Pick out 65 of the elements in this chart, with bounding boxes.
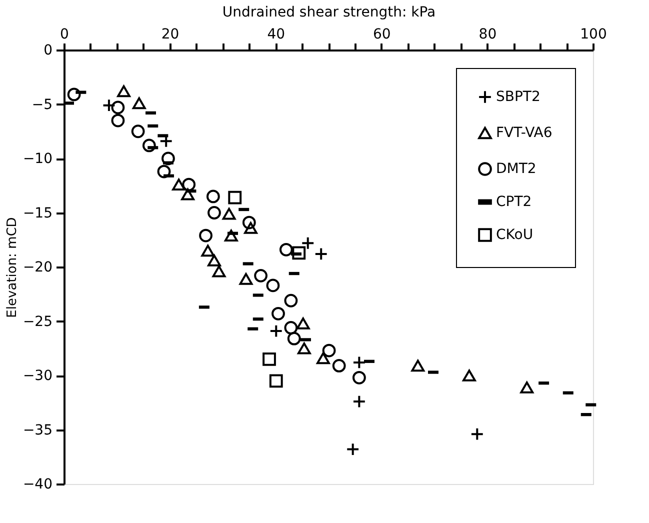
point [142,138,156,152]
legend-label: FVT-VA6 [496,125,552,141]
y-tick-label: −30 [22,368,52,384]
x-tick-label: 20 [161,26,180,42]
y-tick-label: −40 [22,476,52,492]
x-tick-label: 0 [60,26,69,42]
x-tick-label: 40 [267,26,286,42]
x-tick-label: 80 [478,26,497,42]
y-tick-label: −10 [22,151,52,167]
point [287,332,301,346]
point [208,206,221,220]
point [111,100,125,114]
point [182,178,196,192]
point [316,352,330,364]
point [212,265,226,278]
legend-label: DMT2 [496,161,536,177]
point [208,254,221,266]
point [322,344,336,358]
point [199,228,212,242]
point [296,317,310,330]
legend-label: CKoU [496,227,534,243]
point [352,370,366,384]
point [228,190,242,204]
point [131,124,145,138]
point [284,321,298,334]
point [411,360,425,372]
point [111,114,125,128]
point [157,164,171,178]
point [332,359,346,372]
point [117,85,130,98]
point [262,352,276,366]
point [272,306,285,320]
point [266,278,280,292]
point [239,273,253,285]
point [132,97,146,110]
point [172,178,186,190]
point [254,268,268,282]
y-axis-title: Elevation: mCD [4,217,20,318]
point [224,230,238,242]
y-tick-label: −20 [22,260,52,276]
point [162,152,175,166]
point [520,382,534,394]
point [181,188,194,200]
x-axis-title: Undrained shear strength: kPa [222,4,436,20]
point [67,88,81,102]
point [462,370,476,382]
legend-label: CPT2 [496,194,532,210]
point [292,246,306,260]
point [206,190,220,204]
x-tick-label: 100 [580,26,607,42]
point [284,294,298,308]
y-tick-label: −35 [22,422,52,438]
point [279,242,293,256]
y-tick-label: −5 [32,96,52,113]
x-tick-label: 60 [372,26,391,42]
y-tick-label: 0 [44,42,52,58]
y-tick-label: −15 [22,205,52,222]
y-tick-label: −25 [22,314,52,330]
point [242,216,256,230]
legend-label: SBPT2 [496,89,540,105]
point [297,342,311,354]
point [222,208,236,220]
point [244,222,258,234]
point [201,244,215,257]
point [269,374,283,388]
